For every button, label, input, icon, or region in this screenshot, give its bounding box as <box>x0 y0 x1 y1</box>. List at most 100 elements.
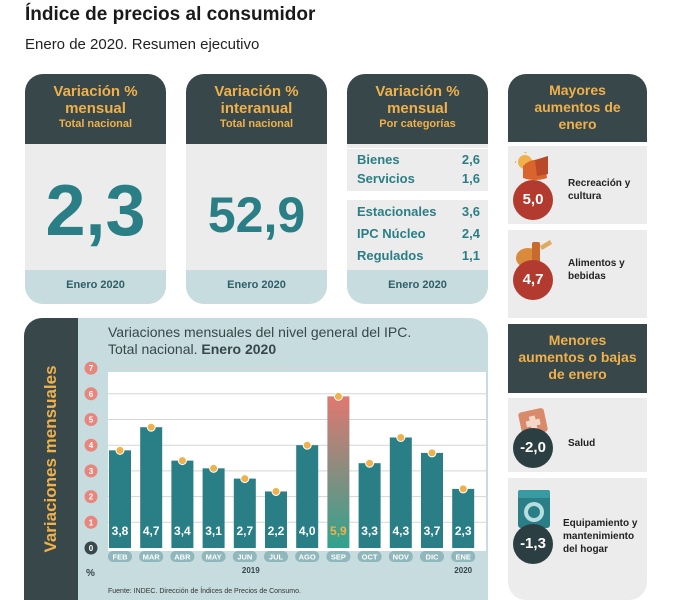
bar <box>233 478 256 548</box>
categories-card-subtitle: Por categorías <box>379 118 456 130</box>
y-tick-label: 1 <box>89 518 94 527</box>
x-tick-label: OCT <box>362 553 378 562</box>
category-label: IPC Núcleo <box>357 226 426 241</box>
chart-panel: Variaciones mensuales 0 1 2 3 4 5 6 7 3,8 FEB 4,7 M… <box>24 318 488 600</box>
category-row: Bienes 2,6 <box>357 152 480 171</box>
chart-title-line1: Variaciones mensuales del nivel general … <box>108 324 412 340</box>
yearly-value: 52,9 <box>207 187 306 243</box>
top-increases-title: Mayores aumentos de enero <box>534 82 621 132</box>
monthly-card: Variación % mensual Total nacional 2,3 E… <box>25 74 166 304</box>
category-label: Estacionales <box>357 204 437 219</box>
x-tick-pill <box>388 551 413 562</box>
categories-group-1: Bienes 2,6 Servicios 1,6 <box>347 148 488 192</box>
x-tick-pill <box>357 551 382 562</box>
bar-top-dot <box>177 456 187 466</box>
y-tick-label: 4 <box>89 441 94 450</box>
y-tick-dot <box>84 515 98 529</box>
y-unit-label: % <box>86 568 95 579</box>
food-label: Alimentos y bebidas <box>568 258 625 282</box>
x-tick-pill <box>295 551 320 562</box>
y-tick-dot <box>84 490 98 504</box>
y-tick-label: 0 <box>89 544 94 553</box>
monthly-value: 2,3 <box>45 171 146 251</box>
bar-top-dot <box>365 458 375 468</box>
bar-top-dot <box>146 422 156 432</box>
yearly-card-subtitle: Total nacional <box>219 118 294 130</box>
x-tick-label: MAR <box>143 553 161 562</box>
recreation-icon <box>514 150 551 186</box>
bar-top-dot <box>240 474 250 484</box>
monthly-card-footer: Enero 2020 <box>25 270 166 304</box>
yearly-card: Variación % interanual Total nacional 52… <box>186 74 327 304</box>
bar-top-dot <box>458 484 468 494</box>
y-tick-dot <box>84 413 98 426</box>
x-tick-pill <box>264 551 288 562</box>
bar-top-dot <box>396 432 406 442</box>
categories-card-header: Variación % mensual Por categorías <box>347 74 488 144</box>
x-tick-label: JUL <box>269 553 284 562</box>
x-tick-pill <box>451 551 476 562</box>
data-label: 5,9 <box>330 524 347 538</box>
data-label: 3,7 <box>424 524 441 538</box>
y-tick-label: 6 <box>89 390 94 399</box>
category-value: 1,1 <box>461 248 480 263</box>
category-label: Servicios <box>357 171 415 186</box>
y-tick-label: 5 <box>89 416 94 425</box>
data-label: 3,8 <box>112 524 129 538</box>
bar-top-dot <box>302 440 312 450</box>
y-tick-label: 3 <box>89 467 94 476</box>
bottom-item-home: -1,3 Equipamiento y mantenimiento del ho… <box>508 478 647 600</box>
monthly-card-subtitle: Total nacional <box>58 118 133 130</box>
bar <box>265 491 287 548</box>
bar <box>358 463 381 548</box>
bar <box>327 396 350 548</box>
categories-card: Variación % mensual Por categorías Biene… <box>347 74 488 304</box>
data-label: 2,3 <box>455 524 472 538</box>
data-label: 3,4 <box>174 524 191 538</box>
bottom-increases-header: Menores aumentos o bajas de enero <box>508 324 647 393</box>
y-tick-dot <box>84 361 98 375</box>
data-label: 2,7 <box>236 524 253 538</box>
data-label: 4,7 <box>143 524 160 538</box>
y-tick-dot <box>84 438 98 452</box>
bar <box>140 427 163 548</box>
yearly-card-title: Variación % interanual <box>214 83 299 117</box>
data-label: 4,3 <box>392 524 409 538</box>
page-title: Índice de precios al consumidor <box>25 4 316 25</box>
bar-top-dot <box>209 463 219 473</box>
top-increases-header: Mayores aumentos de enero <box>508 74 647 142</box>
y-tick-label: 7 <box>89 364 94 373</box>
category-value: 3,6 <box>461 204 480 219</box>
home-label: Equipamiento y mantenimiento del hogar <box>563 518 638 555</box>
monthly-card-title: Variación % mensual <box>53 83 138 117</box>
page-subtitle: Enero de 2020. Resumen ejecutivo <box>25 36 260 53</box>
bar-top-dot <box>427 448 437 458</box>
x-tick-label: ENE <box>455 553 470 562</box>
x-tick-pill <box>201 551 226 562</box>
data-label: 4,0 <box>299 524 316 538</box>
category-row: Estacionales 3,6 <box>357 204 480 226</box>
x-tick-pill <box>108 551 132 562</box>
x-tick-pill <box>326 551 351 562</box>
data-label: 3,3 <box>361 524 378 538</box>
bar <box>296 445 319 548</box>
chart-side-bar: Variaciones mensuales <box>24 318 78 600</box>
category-row: Servicios 1,6 <box>357 171 480 190</box>
x-tick-label: FEB <box>113 553 129 562</box>
category-label: Regulados <box>357 248 424 263</box>
x-tick-label: JUN <box>237 553 252 562</box>
monthly-card-header: Variación % mensual Total nacional <box>25 74 166 144</box>
year-label: 2019 <box>242 566 260 575</box>
recreation-value: 5,0 <box>513 180 553 220</box>
category-row: IPC Núcleo 2,4 <box>357 226 480 248</box>
bar-top-dot <box>271 486 281 496</box>
category-value: 2,6 <box>461 152 480 167</box>
home-value: -1,3 <box>513 524 553 564</box>
chart-title-line2: Total nacional. <box>108 341 198 357</box>
category-label: Bienes <box>357 152 400 167</box>
chart-title-line2-bold: Enero 2020 <box>201 341 277 357</box>
bottom-item-health: -2,0 Salud <box>508 398 647 472</box>
year-label: 2020 <box>454 566 472 575</box>
categories-card-footer: Enero 2020 <box>347 270 488 304</box>
health-label: Salud <box>568 438 596 449</box>
